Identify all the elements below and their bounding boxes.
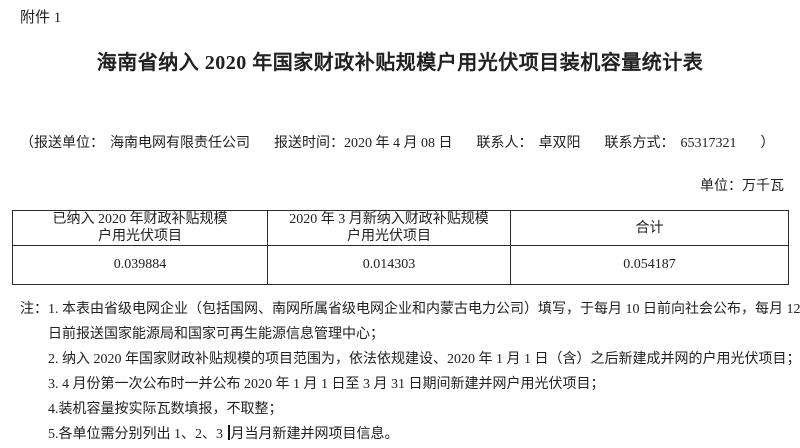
report-time-label: 报送时间： [274,136,344,151]
col-header-total: 合计 [510,210,789,246]
note-line-5: 5.各单位需分别列出 1、2、3 月当月新建并网项目信息。 [20,422,798,447]
note-line-1: 注：1. 本表由省级电网企业（包括国网、南网所属省级电网企业和内蒙古电力公司）填… [20,297,800,322]
close-paren: ） [760,136,775,151]
report-time-value: 2020 年 4 月 08 日 [344,136,453,151]
header-line: 户用光伏项目 [347,229,431,244]
notes-section: 注：1. 本表由省级电网企业（包括国网、南网所属省级电网企业和内蒙古电力公司）填… [20,297,800,447]
header-line: 户用光伏项目 [98,229,182,244]
col-header-existing-2020: 已纳入 2020 年财政补贴规模 户用光伏项目 [12,210,268,246]
note-line-1-continuation: 日前报送国家能源局和国家可再生能源信息管理中心； [48,327,384,342]
report-unit-field: 报送单位： 海南电网有限责任公司 [34,136,250,151]
contact-person-label: 联系人： [476,136,533,151]
text-cursor [227,425,230,440]
value-total: 0.054187 [510,245,789,285]
report-unit-label: 报送单位： [34,136,104,151]
contact-person-field: 联系人： 卓双阳 [477,136,581,151]
header-line: 2020 年 3 月新纳入财政补贴规模 [289,212,489,227]
note-line-4: 4.装机容量按实际瓦数填报，不取整； [48,402,283,417]
table-header-row: 已纳入 2020 年财政补贴规模 户用光伏项目 2020 年 3 月新纳入财政补… [12,210,789,246]
note-text-before-cursor: 5.各单位需分别列出 1、2、3 [48,427,227,442]
header-line: 合计 [635,220,664,236]
report-time-field: 报送时间：2020 年 4 月 08 日 [274,136,453,151]
note-text: 1. 本表由省级电网企业（包括国网、南网所属省级电网企业和内蒙古电力公司）填写，… [48,302,800,317]
table-data-row: 0.039884 0.014303 0.054187 [12,245,789,285]
note-line-2: 2. 纳入 2020 年国家财政补贴规模的项目范围为，依法依规建设、2020 年… [48,352,800,367]
unit-label: 单位：万千瓦 [700,179,784,194]
contact-method-value: 65317321 [680,136,737,151]
notes-prefix: 注： [20,302,48,317]
report-info-line: （报送单位： 海南电网有限责任公司 报送时间：2020 年 4 月 08 日 联系人：… [20,132,775,152]
col-header-new-march: 2020 年 3 月新纳入财政补贴规模 户用光伏项目 [267,210,511,246]
open-paren: （ [20,136,34,151]
header-line: 已纳入 2020 年财政补贴规模 [52,212,228,227]
attachment-label: 附件 1 [20,10,62,26]
report-unit-value: 海南电网有限责任公司 [110,136,250,151]
value-existing-2020: 0.039884 [12,245,268,285]
contact-method-field: 联系方式： 65317321 [605,136,737,151]
note-line-3: 3. 4 月份第一次公布时一并公布 2020 年 1 月 1 日至 3 月 31… [48,377,605,392]
capacity-table: 已纳入 2020 年财政补贴规模 户用光伏项目 2020 年 3 月新纳入财政补… [12,210,789,285]
contact-method-label: 联系方式： [604,136,675,151]
contact-person-value: 卓双阳 [538,136,581,151]
value-new-march: 0.014303 [267,245,511,285]
note-text-after-cursor: 月当月新建并网项目信息。 [230,427,399,442]
page-title: 海南省纳入 2020 年国家财政补贴规模户用光伏项目装机容量统计表 [96,52,704,74]
